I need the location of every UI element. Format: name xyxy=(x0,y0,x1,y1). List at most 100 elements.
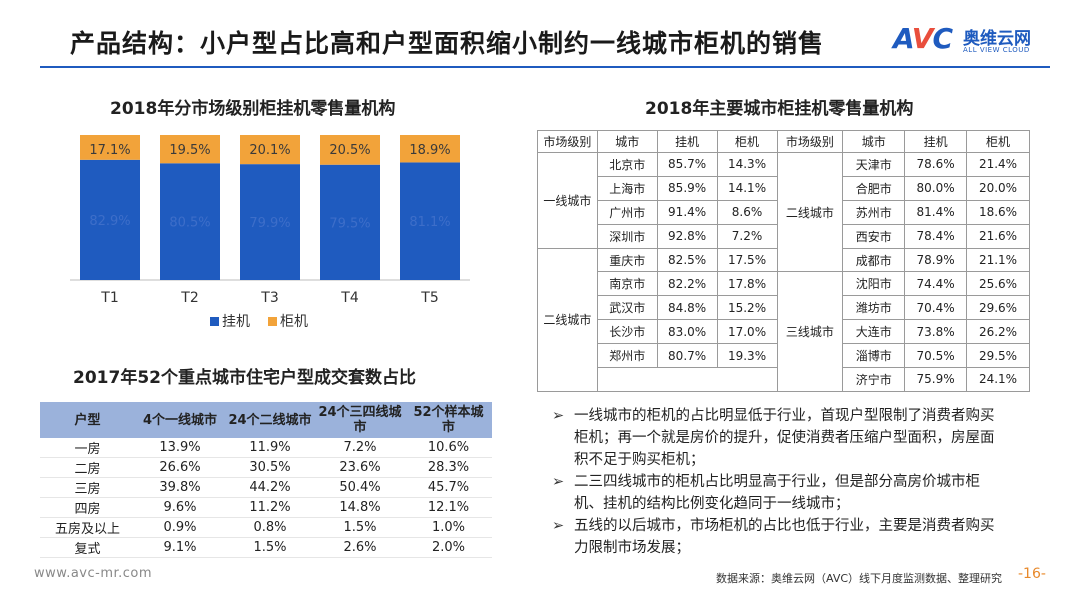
housing-value-cell: 2.6% xyxy=(343,540,377,555)
housing-table-row: 二房 26.6% 30.5% 23.6% 28.3% xyxy=(40,458,492,478)
floor-unit-share-cell: 8.6% xyxy=(716,199,778,225)
bar-data-label: 80.5% xyxy=(169,216,210,231)
housing-value-cell: 13.9% xyxy=(159,440,201,455)
wall-unit-share-cell: 74.4% xyxy=(904,271,968,297)
housing-table-row: 五房及以上 0.9% 0.8% 1.5% 1.0% xyxy=(40,518,492,538)
wall-unit-share-cell: 92.8% xyxy=(656,223,718,249)
bar-data-label: 18.9% xyxy=(409,143,450,158)
bar-floor-unit xyxy=(160,135,220,164)
housing-header-cell: 24个三四线城市 xyxy=(315,402,405,438)
legend-label: 柜机 xyxy=(280,314,308,330)
housing-type-cell: 二房 xyxy=(74,462,101,477)
city-name-cell: 长沙市 xyxy=(596,319,658,345)
city-name-cell: 济宁市 xyxy=(842,367,906,392)
housing-value-cell: 45.7% xyxy=(427,480,470,495)
housing-value-cell: 9.6% xyxy=(163,500,197,515)
housing-table-title: 2017年52个重点城市住宅户型成交套数占比 xyxy=(73,368,416,388)
housing-table-row: 四房 9.6% 11.2% 14.8% 12.1% xyxy=(40,498,492,518)
floor-unit-share-cell: 15.2% xyxy=(716,295,778,321)
floor-unit-share-cell: 14.1% xyxy=(716,175,778,201)
wall-unit-share-cell: 82.5% xyxy=(656,247,718,273)
housing-header-cell: 24个二线城市 xyxy=(225,402,315,438)
legend-label: 挂机 xyxy=(222,314,250,330)
housing-value-cell: 1.5% xyxy=(253,540,287,555)
city-name-cell: 南京市 xyxy=(596,271,658,297)
bullet-item: ➢ 二三四线城市的柜机占比明显高于行业，但是部分高房价城市柜机、挂机的结构比例变化… xyxy=(550,471,1005,515)
city-name-cell: 西安市 xyxy=(842,223,906,249)
header-divider xyxy=(40,66,1050,68)
floor-unit-share-cell: 21.1% xyxy=(966,247,1030,273)
city-table-row: 广州市 91.4% 8.6% 苏州市 81.4% 18.6% xyxy=(538,199,1030,225)
wall-unit-share-cell: 85.9% xyxy=(656,175,718,201)
city-name-cell: 沈阳市 xyxy=(842,271,906,297)
city-table-row: 郑州市 80.7% 19.3% 淄博市 70.5% 29.5% xyxy=(538,343,1030,369)
city-table-row: 一线城市 北京市 85.7% 14.3% 二线城市 天津市 78.6% 21.4% xyxy=(537,151,1030,273)
housing-value-cell: 1.0% xyxy=(431,520,466,535)
market-tier-cell: 二线城市 xyxy=(537,247,598,392)
city-table-row: 济宁市 75.9% 24.1% xyxy=(538,367,1030,392)
bar-floor-unit xyxy=(80,135,140,160)
wall-unit-share-cell: 83.0% xyxy=(656,319,718,345)
floor-unit-share-cell: 19.3% xyxy=(716,343,778,369)
wall-unit-share-cell: 78.4% xyxy=(904,223,968,249)
floor-unit-share-cell: 17.5% xyxy=(716,247,778,273)
market-tier-cell: 三线城市 xyxy=(776,271,844,392)
housing-type-cell: 五房及以上 xyxy=(54,522,120,537)
wall-unit-share-cell: 73.8% xyxy=(904,319,968,345)
city-name-cell: 潍坊市 xyxy=(842,295,906,321)
city-table: 市场级别 城市 挂机 柜机 市场级别 城市 挂机 柜机 一线城市 北京市 85.7%… xyxy=(537,130,1030,392)
wall-unit-share-cell: 70.4% xyxy=(904,295,968,321)
legend-swatch-wall-unit xyxy=(210,317,219,326)
bar-data-label: 20.1% xyxy=(249,143,290,158)
floor-unit-share-cell: 17.0% xyxy=(716,319,778,345)
housing-header-cell: 4个一线城市 xyxy=(135,402,225,438)
housing-table-row: 三房 39.8% 44.2% 50.4% 45.7% xyxy=(40,478,492,498)
city-header-cell: 挂机 xyxy=(904,130,968,153)
housing-value-cell: 9.1% xyxy=(163,540,197,555)
housing-header-cell: 户型 xyxy=(40,402,135,438)
wall-unit-share-cell: 85.7% xyxy=(656,152,718,177)
city-name-cell: 成都市 xyxy=(842,247,906,273)
bar-wall-unit xyxy=(240,164,300,280)
stacked-bar-chart: 82.9% 17.1% T1 80.5% 19.5% T2 79.9% 20.1% T3 79.5… xyxy=(60,130,480,340)
city-header-cell: 柜机 xyxy=(716,130,778,153)
bullet-arrow-icon: ➢ xyxy=(552,408,565,424)
city-name-cell: 郑州市 xyxy=(596,343,658,369)
bar-data-label: 19.5% xyxy=(169,143,210,158)
city-name-cell: 重庆市 xyxy=(596,247,658,273)
logo-english-name: ALL VIEW CLOUD xyxy=(963,46,1030,54)
bar-wall-unit xyxy=(400,162,460,280)
city-name-cell: 合肥市 xyxy=(842,175,906,201)
city-table-row: 南京市 82.2% 17.8% 三线城市 沈阳市 74.4% 25.6% xyxy=(538,271,1030,392)
city-header-cell: 市场级别 xyxy=(537,130,598,153)
city-name-cell: 北京市 xyxy=(596,152,658,177)
housing-value-cell: 0.8% xyxy=(253,520,287,535)
bullet-arrow-icon: ➢ xyxy=(552,518,565,534)
bar-floor-unit xyxy=(320,135,380,165)
wall-unit-share-cell: 80.7% xyxy=(656,343,718,369)
x-tick-label: T4 xyxy=(340,290,359,306)
legend-swatch-floor-unit xyxy=(268,317,277,326)
bar-data-label: 20.5% xyxy=(329,143,370,158)
city-name-cell: 天津市 xyxy=(842,152,906,177)
wall-unit-share-cell: 70.5% xyxy=(904,343,968,369)
city-table-header-row: 市场级别 城市 挂机 柜机 市场级别 城市 挂机 柜机 xyxy=(537,130,1030,153)
avc-logo: AVC 奥维云网 ALL VIEW CLOUD xyxy=(893,22,1061,58)
footer-url: www.avc-mr.com xyxy=(34,566,153,581)
chart-title: 2018年分市场级别柜挂机零售量机构 xyxy=(110,99,396,119)
housing-value-cell: 39.8% xyxy=(159,480,201,495)
bar-wall-unit xyxy=(80,159,140,280)
x-tick-label: T5 xyxy=(420,290,438,306)
bar-data-label: 82.9% xyxy=(89,214,130,229)
housing-value-cell: 11.9% xyxy=(249,440,291,455)
wall-unit-share-cell: 82.2% xyxy=(656,271,718,297)
city-name-cell: 武汉市 xyxy=(596,295,658,321)
wall-unit-share-cell: 78.9% xyxy=(904,247,968,273)
floor-unit-share-cell: 25.6% xyxy=(966,271,1030,297)
floor-unit-share-cell: 18.6% xyxy=(966,199,1030,225)
page-title: 产品结构：小户型占比高和户型面积缩小制约一线城市柜机的销售 xyxy=(70,29,825,58)
floor-unit-share-cell: 21.6% xyxy=(966,223,1030,249)
housing-value-cell: 28.3% xyxy=(427,460,470,475)
bar-floor-unit xyxy=(400,135,460,163)
city-table-title: 2018年主要城市柜挂机零售量机构 xyxy=(645,99,914,119)
